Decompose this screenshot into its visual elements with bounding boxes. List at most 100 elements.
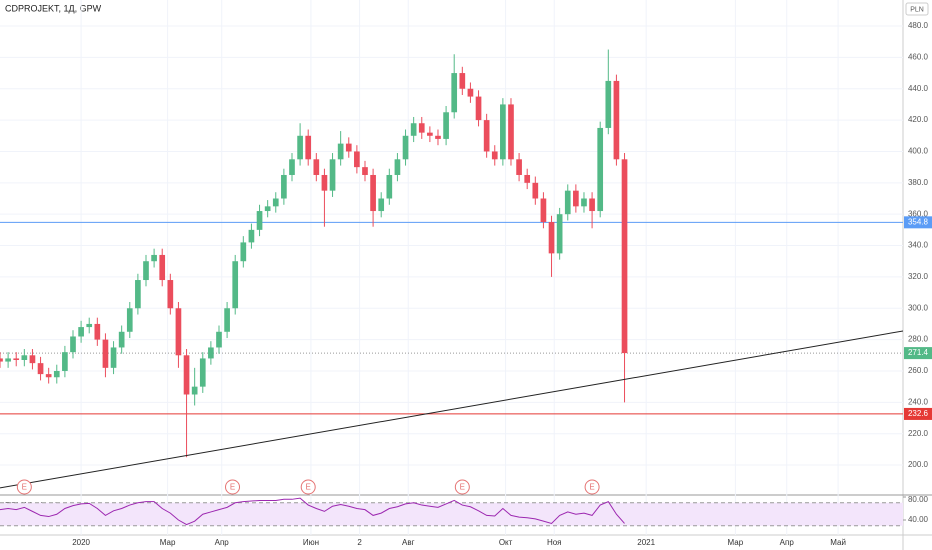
candle (13, 352, 20, 367)
candle (208, 341, 214, 365)
x-tick-label: Июн (303, 538, 319, 547)
candle (443, 105, 449, 146)
candle-body (256, 211, 263, 230)
price-label: 232.6 (908, 409, 929, 418)
candle (159, 248, 166, 287)
x-tick-label: 2 (357, 538, 362, 547)
candle-body (589, 198, 595, 212)
candle (175, 301, 182, 368)
candle (329, 153, 336, 197)
candle (78, 320, 84, 343)
x-tick-label: 2021 (637, 538, 655, 547)
candle (313, 153, 320, 182)
candle (281, 168, 287, 205)
candle-body (540, 198, 547, 223)
candle (564, 184, 571, 221)
candle (62, 345, 68, 378)
candle (540, 192, 547, 229)
candle (199, 352, 206, 393)
candle-body (240, 242, 247, 262)
y-tick-label: 440.0 (908, 84, 929, 93)
x-tick-label: Окт (499, 538, 513, 547)
earnings-label: E (460, 483, 465, 492)
y-tick-label: 340.0 (908, 241, 929, 250)
y-tick-label: 320.0 (908, 272, 929, 281)
y-tick-label: 240.0 (908, 397, 929, 406)
candle (191, 367, 198, 406)
candle (297, 123, 303, 166)
candle (53, 364, 60, 384)
candle-body (613, 80, 620, 160)
candle (135, 273, 141, 315)
candle (508, 98, 514, 166)
x-tick-label: Апр (215, 538, 230, 547)
candle (556, 207, 563, 260)
candle (370, 168, 376, 227)
candle (45, 367, 52, 384)
earnings-marker[interactable] (584, 479, 600, 495)
candle-body (516, 159, 522, 175)
candle (0, 352, 3, 368)
x-tick-label: Апр (780, 538, 795, 547)
candle (354, 145, 360, 174)
candle-body (45, 374, 52, 378)
x-tick-label: Ноя (547, 538, 562, 547)
earnings-label: E (306, 483, 311, 492)
candle (37, 356, 44, 381)
candle-body (386, 174, 393, 199)
candle (427, 126, 433, 143)
candle-body (0, 358, 3, 362)
price-label: 271.4 (908, 348, 929, 357)
currency-box[interactable] (905, 2, 929, 16)
candle (621, 153, 628, 403)
candle (21, 349, 28, 367)
candle-body (272, 198, 279, 207)
candle-body (159, 254, 166, 281)
candle-body (621, 159, 628, 354)
y-tick-label: 400.0 (908, 147, 929, 156)
candle-body (281, 174, 287, 199)
x-tick-label: 2020 (72, 538, 90, 547)
rsi-band (0, 502, 903, 526)
candle (256, 204, 263, 237)
candle (321, 168, 328, 227)
candle (394, 153, 401, 182)
candle-body (224, 308, 230, 332)
earnings-label: E (230, 483, 235, 492)
earnings-marker[interactable] (300, 479, 316, 495)
candle (29, 349, 36, 370)
candle (378, 192, 385, 218)
candle (475, 90, 482, 127)
earnings-marker[interactable] (454, 479, 470, 495)
candle-body (62, 352, 68, 371)
candle-body (564, 190, 571, 215)
candle-body (21, 355, 28, 360)
chart-title: CDPROJEKT, 1Д, GPW (5, 3, 102, 13)
candle-body (94, 323, 101, 340)
candle (248, 223, 255, 249)
candle-body (418, 123, 425, 133)
candle-body (37, 363, 44, 375)
y-tick-label: 300.0 (908, 303, 929, 312)
earnings-marker[interactable] (225, 479, 241, 495)
rsi-line (0, 497, 625, 526)
candle (516, 153, 522, 182)
candle-body (354, 151, 360, 168)
candle-body (191, 386, 198, 395)
candle-body (500, 104, 506, 160)
candle-body (216, 331, 222, 348)
candle (613, 74, 620, 166)
candle (305, 129, 312, 166)
candle (264, 200, 271, 218)
candle (240, 236, 247, 268)
candle-body (135, 280, 141, 309)
candle (143, 254, 149, 287)
candle-body (78, 327, 84, 337)
candle-body (427, 132, 433, 136)
candle (118, 325, 125, 354)
candle-body (532, 182, 539, 199)
candle-body (86, 323, 93, 328)
candle-body (183, 355, 190, 395)
earnings-marker[interactable] (16, 479, 32, 495)
